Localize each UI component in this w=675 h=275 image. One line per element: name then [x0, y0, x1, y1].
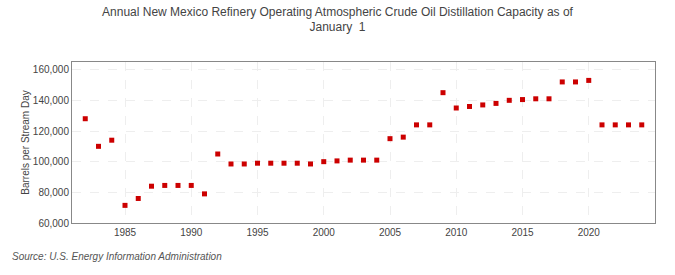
svg-text:1995: 1995 — [246, 227, 269, 238]
svg-text:160,000: 160,000 — [33, 64, 70, 75]
svg-text:140,000: 140,000 — [33, 95, 70, 106]
svg-text:60,000: 60,000 — [38, 218, 69, 229]
svg-text:1990: 1990 — [180, 227, 203, 238]
svg-text:2020: 2020 — [578, 227, 601, 238]
svg-text:80,000: 80,000 — [38, 187, 69, 198]
svg-text:Barrels per Stream Day: Barrels per Stream Day — [20, 90, 31, 194]
svg-text:Annual New Mexico Refinery Ope: Annual New Mexico Refinery Operating Atm… — [102, 5, 574, 35]
svg-text:2005: 2005 — [379, 227, 402, 238]
svg-text:100,000: 100,000 — [33, 156, 70, 167]
svg-text:2000: 2000 — [313, 227, 336, 238]
svg-text:2010: 2010 — [445, 227, 468, 238]
svg-text:2015: 2015 — [511, 227, 534, 238]
svg-text:1985: 1985 — [114, 227, 137, 238]
svg-text:120,000: 120,000 — [33, 126, 70, 137]
svg-text:Source: U.S. Energy Informatio: Source: U.S. Energy Information Administ… — [12, 251, 222, 262]
